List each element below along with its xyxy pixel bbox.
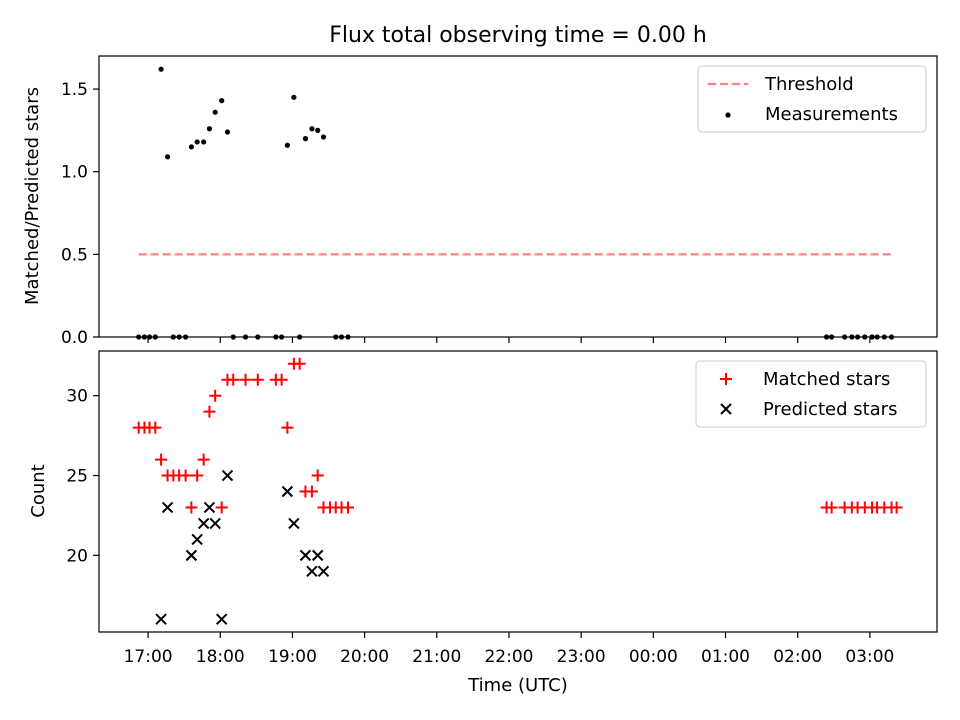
- measurement-point: [158, 66, 164, 72]
- matched-star-point: [209, 389, 222, 402]
- predicted-star-point: [191, 533, 203, 546]
- legend-predicted-label: Predicted stars: [763, 399, 897, 420]
- bottom-y-tick-label: 20: [66, 546, 88, 566]
- bottom-legend: Matched stars Predicted stars: [695, 360, 927, 428]
- measurement-point: [291, 94, 297, 100]
- predicted-star-point: [215, 613, 228, 625]
- measurement-point: [219, 98, 225, 104]
- chart-title: Flux total observing time = 0.00 h: [329, 23, 707, 48]
- top-plot-area: [136, 66, 895, 340]
- measurement-point: [302, 136, 309, 142]
- matched-star-point: [251, 373, 264, 386]
- legend-matched-plus-icon: [720, 373, 732, 385]
- predicted-star-point: [311, 549, 324, 562]
- top-y-tick-label: 0.0: [61, 328, 88, 348]
- predicted-star-point: [281, 485, 294, 498]
- top-y-tick-label: 1.0: [61, 163, 88, 183]
- x-tick-label: 00:00: [629, 647, 678, 667]
- matched-star-point: [275, 373, 288, 386]
- legend-predicted-x-icon: [720, 403, 732, 415]
- matched-star-point: [191, 469, 204, 482]
- predicted-star-point: [161, 501, 174, 514]
- matched-star-point: [185, 501, 198, 514]
- matched-star-point: [203, 405, 216, 418]
- top-legend-box: [697, 65, 927, 133]
- legend-matched-label: Matched stars: [763, 369, 890, 390]
- predicted-star-point: [209, 517, 221, 530]
- matched-star-point: [149, 421, 162, 434]
- x-tick-label: 02:00: [773, 647, 822, 667]
- measurement-point: [212, 109, 218, 115]
- measurement-point: [206, 126, 213, 132]
- measurement-point: [164, 154, 171, 160]
- bottom-axis-ticks: 20 25 30 17:00 18:00 19:00 20:00 21:00 22:00 23:0…: [66, 387, 894, 667]
- measurement-point: [194, 139, 200, 145]
- measurement-point: [188, 144, 194, 150]
- matched-star-point: [342, 501, 355, 514]
- predicted-star-point: [299, 549, 312, 562]
- bottom-plot-area: [132, 357, 903, 625]
- predicted-star-point: [197, 517, 210, 530]
- x-tick-label: 20:00: [340, 647, 389, 667]
- top-y-axis-label: Matched/Predicted stars: [22, 87, 43, 305]
- bottom-axes: 20 25 30 17:00 18:00 19:00 20:00 21:00 22:00 23:0…: [28, 350, 938, 696]
- predicted-star-point: [185, 549, 198, 562]
- measurement-point: [309, 126, 315, 132]
- matched-star-point: [293, 357, 306, 370]
- top-axis-ticks: 0.0 0.5 1.0 1.5: [61, 80, 871, 348]
- bottom-y-tick-label: 25: [66, 467, 88, 487]
- x-tick-label: 19:00: [268, 647, 317, 667]
- matched-star-point: [215, 501, 228, 514]
- x-tick-label: 22:00: [484, 647, 533, 667]
- top-y-tick-label: 0.5: [61, 245, 88, 265]
- predicted-star-point: [155, 613, 167, 625]
- matched-star-point: [281, 421, 294, 434]
- measurement-point: [224, 129, 231, 135]
- predicted-star-point: [203, 501, 216, 514]
- predicted-star-point: [221, 469, 234, 482]
- x-tick-label: 17:00: [124, 647, 173, 667]
- matched-star-point: [227, 373, 240, 386]
- legend-measurements-label: Measurements: [765, 104, 898, 125]
- x-tick-label: 18:00: [196, 647, 245, 667]
- matched-star-point: [155, 453, 168, 466]
- bottom-axes-frame: [98, 350, 938, 633]
- top-axes: 0.0 0.5 1.0 1.5 Matched/Predicted stars Thr…: [22, 55, 938, 348]
- matched-star-point: [311, 469, 324, 482]
- matched-star-point: [179, 469, 192, 482]
- x-axis-label: Time (UTC): [467, 675, 568, 696]
- predicted-star-point: [317, 565, 330, 578]
- top-y-tick-label: 1.5: [61, 80, 88, 100]
- measurement-point: [320, 134, 327, 140]
- predicted-star-point: [306, 565, 318, 578]
- top-axes-frame: [98, 55, 938, 338]
- x-tick-label: 01:00: [701, 647, 750, 667]
- measurement-point: [201, 139, 207, 145]
- matched-star-point: [305, 485, 318, 498]
- predicted-star-point: [288, 517, 300, 530]
- measurement-point: [284, 142, 290, 148]
- x-tick-label: 21:00: [412, 647, 461, 667]
- x-tick-label: 23:00: [557, 647, 606, 667]
- bottom-y-tick-label: 30: [66, 387, 88, 407]
- matched-star-point: [239, 373, 252, 386]
- bottom-legend-box: [695, 360, 927, 428]
- matched-star-point: [825, 501, 838, 514]
- bottom-y-axis-label: Count: [28, 464, 49, 517]
- top-legend: Threshold Measurements: [697, 65, 927, 133]
- legend-threshold-label: Threshold: [764, 74, 854, 95]
- matched-star-point: [197, 453, 210, 466]
- x-tick-label: 03:00: [845, 647, 894, 667]
- measurement-point: [315, 127, 321, 133]
- legend-measurements-dot-icon: [725, 112, 731, 118]
- matched-star-point: [890, 501, 903, 514]
